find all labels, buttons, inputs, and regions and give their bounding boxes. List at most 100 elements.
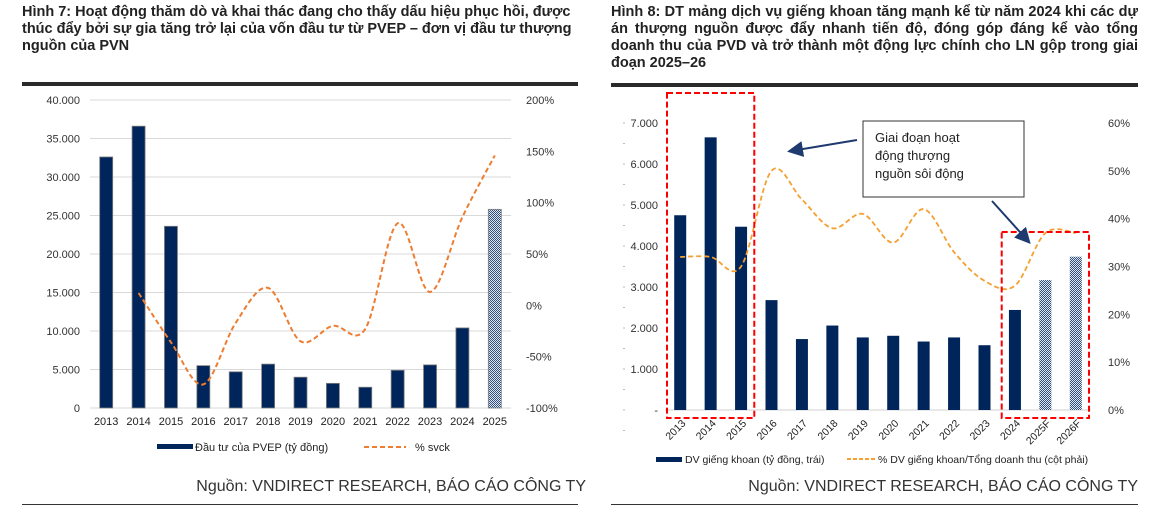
figure7-top-rule xyxy=(22,82,578,86)
annotation-text: nguồn sôi động xyxy=(875,166,964,181)
bar xyxy=(196,365,211,409)
y-right-tick: 30% xyxy=(1108,262,1130,274)
y-right-tick: 200% xyxy=(526,95,554,107)
figure7-chart: 0 5.000 10.000 15.000 20.000 25.000 30.000 35.0… xyxy=(46,95,558,454)
y-left-tick: 10.000 xyxy=(46,326,80,338)
figure7-bottom-rule xyxy=(22,504,578,505)
y-left-tick: 1.000 xyxy=(630,364,658,376)
x-tick: 2024 xyxy=(450,416,474,428)
y-left-tick: 25.000 xyxy=(46,211,80,223)
annotation-text: động thượng xyxy=(875,148,950,163)
bar xyxy=(674,215,687,410)
forecast-bar xyxy=(1069,256,1082,410)
y-left-tick: 15.000 xyxy=(46,288,80,300)
x-tick: 2017 xyxy=(223,416,247,428)
bar xyxy=(423,364,437,409)
legend-bar-swatch xyxy=(656,457,682,462)
x-tick: 2013 xyxy=(94,416,118,428)
bar xyxy=(228,371,243,409)
bar xyxy=(455,327,470,409)
x-tick: 2020 xyxy=(876,418,901,443)
x-tick: 2018 xyxy=(815,418,840,443)
y-left-tick: 20.000 xyxy=(46,249,80,261)
bar xyxy=(735,226,748,410)
bar xyxy=(795,339,808,410)
y-left-tick: 0 xyxy=(74,403,80,415)
x-tick: 2016 xyxy=(191,416,215,428)
y-left-tick: 4.000 xyxy=(630,241,658,253)
x-tick: 2021 xyxy=(907,418,932,443)
bar xyxy=(261,363,276,409)
x-tick: 2013 xyxy=(663,418,688,443)
annotation-callout: Giai đoạn hoạt động thượng nguồn sôi động xyxy=(862,120,1025,198)
forecast-bar xyxy=(487,208,502,409)
legend-bar-label: Đầu tư của PVEP (tỷ đồng) xyxy=(195,442,328,454)
x-tick: 2015 xyxy=(159,416,183,428)
figure8-chart: - 1.000 2.000 3.000 4.000 5.000 6.000 7.000 0% 10… xyxy=(623,92,1130,466)
bar xyxy=(704,137,717,410)
y-right-tick: 20% xyxy=(1108,309,1130,321)
x-tick: 2021 xyxy=(353,416,377,428)
legend-line-label: % svck xyxy=(415,442,450,454)
legend-line-label: % DV giếng khoan/Tổng doanh thu (cột phả… xyxy=(878,454,1088,466)
y-left-tick: 6.000 xyxy=(630,159,658,171)
x-tick: 2019 xyxy=(846,418,871,443)
bar xyxy=(1008,309,1021,410)
legend-bar-label: DV giếng khoan (tỷ đồng, trái) xyxy=(685,454,825,466)
bar xyxy=(948,337,961,410)
x-tick: 2023 xyxy=(968,418,993,443)
x-tick: 2014 xyxy=(694,418,719,443)
bar xyxy=(390,369,405,409)
x-tick: 2024 xyxy=(998,418,1023,443)
y-right-tick: 100% xyxy=(526,198,554,210)
bar xyxy=(826,325,839,410)
highlight-box xyxy=(666,92,756,419)
legend-bar-swatch xyxy=(157,444,193,449)
figure8-top-rule xyxy=(611,83,1138,87)
bar xyxy=(765,300,778,410)
annotation-box xyxy=(862,120,1025,198)
bar xyxy=(164,225,178,409)
x-tick: 2025F xyxy=(1024,418,1054,448)
y-right-tick: 150% xyxy=(526,146,554,158)
bar xyxy=(293,376,308,409)
bar xyxy=(978,345,991,410)
y-left-tick: - xyxy=(654,405,658,417)
y-right-tick: 50% xyxy=(526,249,548,261)
figure8-source: Nguồn: VNDIRECT RESEARCH, BÁO CÁO CÔNG T… xyxy=(748,478,1138,495)
y-left-tick: 40.000 xyxy=(46,95,80,107)
highlight-box xyxy=(1000,231,1091,419)
figure8-title: Hình 8: DT mảng dịch vụ giếng khoan tăng… xyxy=(611,4,1138,71)
bar xyxy=(131,125,146,409)
x-tick: 2015 xyxy=(724,418,749,443)
x-tick: 2016 xyxy=(755,418,780,443)
y-right-tick: 50% xyxy=(1108,166,1130,178)
x-tick: 2019 xyxy=(288,416,312,428)
y-right-tick: 0% xyxy=(526,300,542,312)
x-tick: 2017 xyxy=(785,418,810,443)
x-tick: 2023 xyxy=(418,416,442,428)
arrow-icon xyxy=(787,139,858,157)
y-left-tick: 7.000 xyxy=(630,118,658,130)
bar xyxy=(99,156,114,409)
forecast-bar xyxy=(1039,280,1052,410)
bar xyxy=(325,382,340,409)
x-tick: 2026F xyxy=(1054,418,1084,448)
y-right-tick: 0% xyxy=(1108,405,1124,417)
bar xyxy=(917,341,930,410)
y-left-tick: 35.000 xyxy=(46,134,80,146)
x-tick: 2025 xyxy=(483,416,507,428)
y-right-tick: -50% xyxy=(526,352,552,364)
y-left-tick: 30.000 xyxy=(46,172,80,184)
x-tick: 2022 xyxy=(937,418,962,443)
arrow-icon xyxy=(991,200,1031,244)
y-left-tick: 2.000 xyxy=(630,323,658,335)
figure8-bottom-rule xyxy=(611,504,1138,505)
y-right-tick: 60% xyxy=(1108,118,1130,130)
x-tick: 2022 xyxy=(385,416,409,428)
annotation-text: Giai đoạn hoạt xyxy=(875,130,960,145)
x-tick: 2020 xyxy=(321,416,345,428)
figure7-title: Hình 7: Hoạt động thăm dò và khai thác đ… xyxy=(22,4,572,54)
share-line xyxy=(680,167,1076,290)
y-right-tick: 10% xyxy=(1108,357,1130,369)
